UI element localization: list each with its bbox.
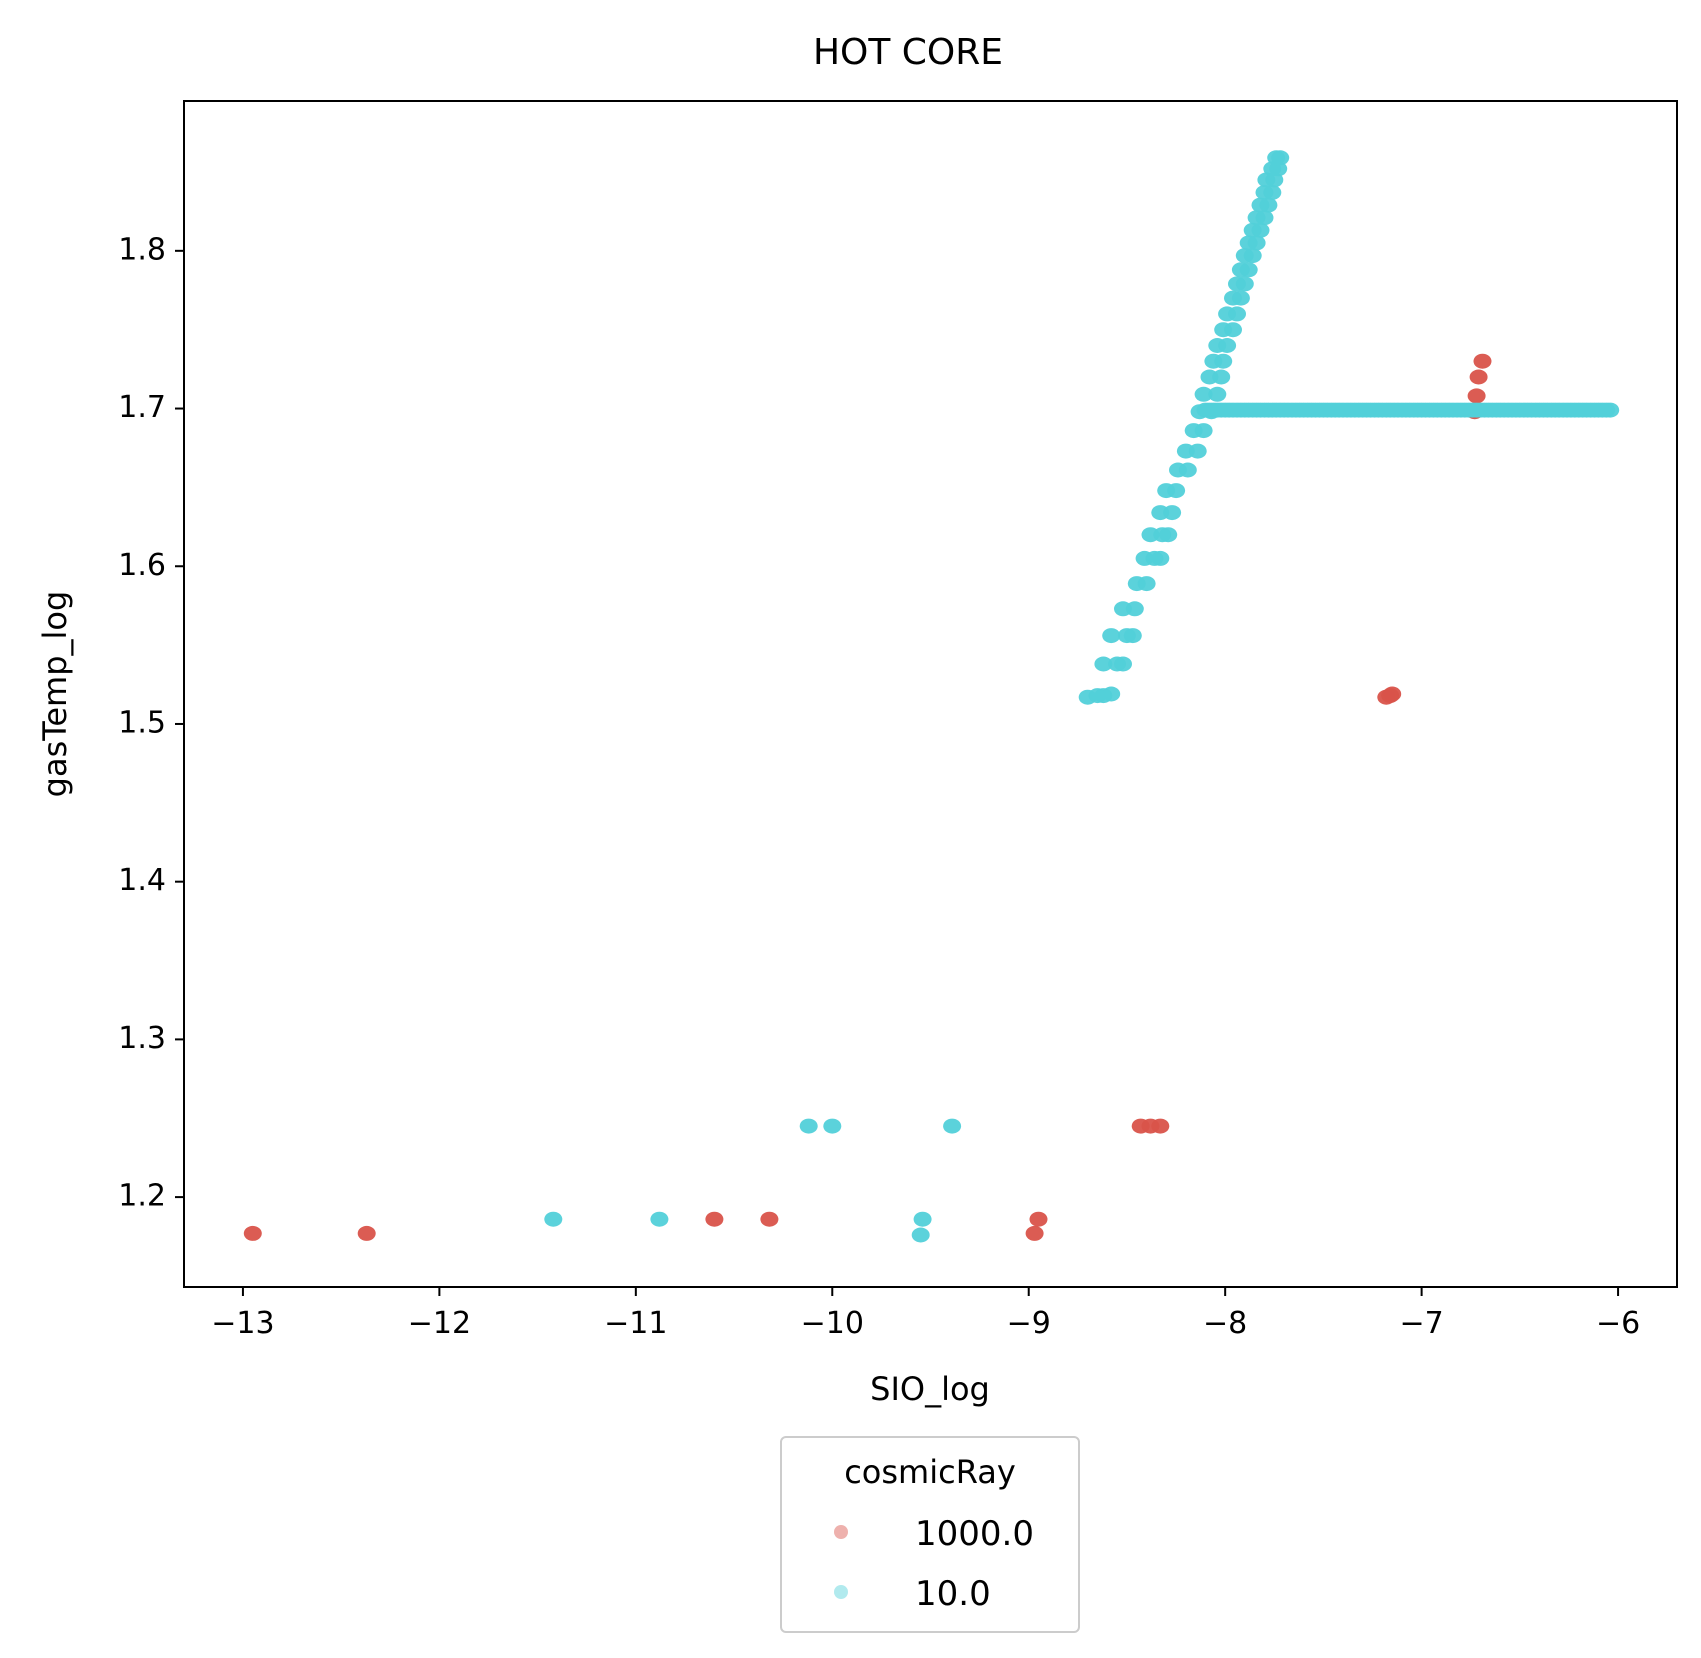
data-point-10 bbox=[1212, 369, 1231, 385]
data-point-10 bbox=[1235, 276, 1254, 292]
legend: cosmicRay 1000.0 10.0 bbox=[780, 1436, 1080, 1633]
legend-label-10: 10.0 bbox=[915, 1574, 991, 1614]
data-point-10 bbox=[1243, 248, 1262, 264]
y-tick-label: 1.6 bbox=[118, 548, 166, 583]
plot-frame bbox=[183, 100, 1678, 1288]
x-tick-label: −12 bbox=[408, 1306, 471, 1341]
y-tick-label: 1.3 bbox=[118, 1021, 166, 1056]
data-point-10 bbox=[1151, 550, 1170, 566]
data-point-1000 bbox=[1383, 686, 1402, 702]
data-point-1000 bbox=[1473, 353, 1492, 369]
data-point-10 bbox=[1271, 150, 1290, 166]
chart-title: HOT CORE bbox=[813, 32, 1003, 73]
data-point-10 bbox=[1208, 386, 1227, 402]
data-point-10 bbox=[1137, 576, 1156, 592]
data-point-10 bbox=[799, 1118, 818, 1134]
data-point-1000 bbox=[705, 1211, 724, 1227]
data-point-10 bbox=[1188, 443, 1207, 459]
data-point-10 bbox=[1094, 656, 1113, 672]
y-tick-label: 1.5 bbox=[118, 705, 166, 740]
plot-area bbox=[183, 100, 1678, 1288]
data-point-10 bbox=[1259, 197, 1278, 213]
data-point-10 bbox=[544, 1211, 563, 1227]
y-tick-label: 1.4 bbox=[118, 863, 166, 898]
data-point-10 bbox=[1178, 462, 1197, 478]
data-point-1000 bbox=[1467, 388, 1486, 404]
y-axis-label: gasTemp_log bbox=[36, 591, 74, 798]
x-tick-label: −11 bbox=[604, 1306, 667, 1341]
data-point-10 bbox=[1102, 686, 1121, 702]
series-1000-points bbox=[243, 353, 1492, 1241]
data-point-10 bbox=[911, 1227, 930, 1243]
data-point-1000 bbox=[357, 1225, 376, 1241]
data-point-10 bbox=[823, 1118, 842, 1134]
y-tick-label: 1.8 bbox=[118, 232, 166, 267]
data-point-10 bbox=[1251, 222, 1270, 238]
legend-box bbox=[780, 1436, 1080, 1633]
x-tick-label: −7 bbox=[1400, 1306, 1444, 1341]
series-10-points bbox=[544, 150, 1620, 1243]
data-point-10 bbox=[1159, 527, 1178, 543]
data-point-10 bbox=[943, 1118, 962, 1134]
data-point-10 bbox=[1255, 210, 1274, 226]
x-axis-label: SIO_log bbox=[870, 1370, 990, 1408]
data-point-10 bbox=[1231, 290, 1250, 306]
data-point-10 bbox=[1163, 505, 1182, 521]
x-axis: −13 −12 −11 −10 −9 −8 −7 −6 bbox=[211, 1287, 1640, 1341]
data-point-10 bbox=[1123, 628, 1142, 644]
data-point-1000 bbox=[1151, 1118, 1170, 1134]
legend-title: cosmicRay bbox=[844, 1453, 1016, 1491]
data-point-10 bbox=[1224, 322, 1242, 338]
data-point-10 bbox=[1269, 161, 1288, 177]
data-point-10 bbox=[1167, 483, 1186, 499]
data-point-10 bbox=[1239, 262, 1258, 278]
data-point-10 bbox=[1228, 306, 1246, 322]
x-tick-label: −10 bbox=[801, 1306, 864, 1341]
data-point-10 bbox=[1114, 656, 1132, 672]
x-tick-label: −8 bbox=[1203, 1306, 1247, 1341]
data-point-1000 bbox=[760, 1211, 779, 1227]
data-point-10 bbox=[1214, 353, 1233, 369]
data-point-10 bbox=[1601, 402, 1620, 418]
x-tick-label: −9 bbox=[1007, 1306, 1051, 1341]
data-point-10 bbox=[1194, 386, 1213, 402]
y-tick-label: 1.2 bbox=[118, 1179, 166, 1214]
legend-marker-1000 bbox=[834, 1525, 848, 1539]
y-axis: 1.2 1.3 1.4 1.5 1.6 1.7 1.8 bbox=[118, 232, 184, 1214]
data-point-1000 bbox=[1029, 1211, 1048, 1227]
data-point-1000 bbox=[1469, 369, 1488, 385]
data-point-10 bbox=[1125, 601, 1144, 617]
data-point-10 bbox=[1247, 235, 1266, 251]
data-point-1000 bbox=[1025, 1225, 1044, 1241]
data-point-10 bbox=[913, 1211, 932, 1227]
legend-marker-10 bbox=[834, 1585, 848, 1599]
data-point-10 bbox=[650, 1211, 669, 1227]
legend-label-1000: 1000.0 bbox=[915, 1514, 1034, 1554]
data-point-10 bbox=[1218, 338, 1237, 353]
data-point-1000 bbox=[243, 1225, 262, 1241]
x-tick-label: −13 bbox=[211, 1306, 274, 1341]
y-tick-label: 1.7 bbox=[118, 390, 166, 425]
data-point-10 bbox=[1263, 185, 1282, 200]
x-tick-label: −6 bbox=[1596, 1306, 1640, 1341]
data-point-10 bbox=[1194, 423, 1213, 439]
data-point-10 bbox=[1102, 628, 1121, 644]
